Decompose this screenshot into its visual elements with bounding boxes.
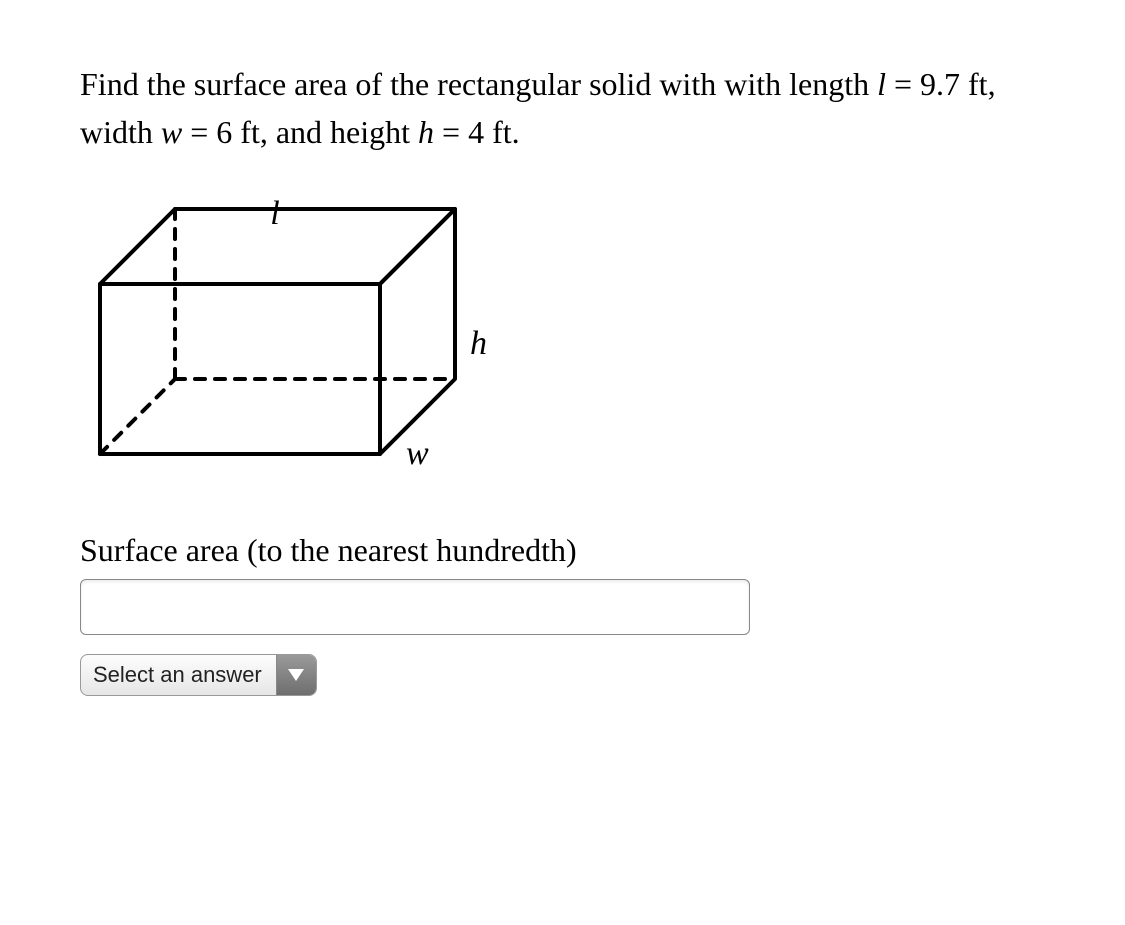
select-label: Select an answer [81,655,276,695]
var-l: l [877,66,886,102]
var-w: w [161,114,182,150]
q-w-eq: = 6 ft, and height [182,114,418,150]
q-pre: Find the surface area of the rectangular… [80,66,877,102]
question-text: Find the surface area of the rectangular… [80,60,1045,156]
units-select[interactable]: Select an answer [80,654,317,696]
svg-text:l: l [270,195,279,232]
q-h-eq: = 4 ft. [434,114,520,150]
var-h: h [418,114,434,150]
chevron-down-icon [276,655,316,695]
solid-diagram: l h w [80,184,1045,492]
svg-text:w: w [406,435,429,472]
answer-prompt: Surface area (to the nearest hundredth) [80,532,1045,569]
svg-text:h: h [470,325,487,362]
surface-area-input[interactable] [80,579,750,635]
